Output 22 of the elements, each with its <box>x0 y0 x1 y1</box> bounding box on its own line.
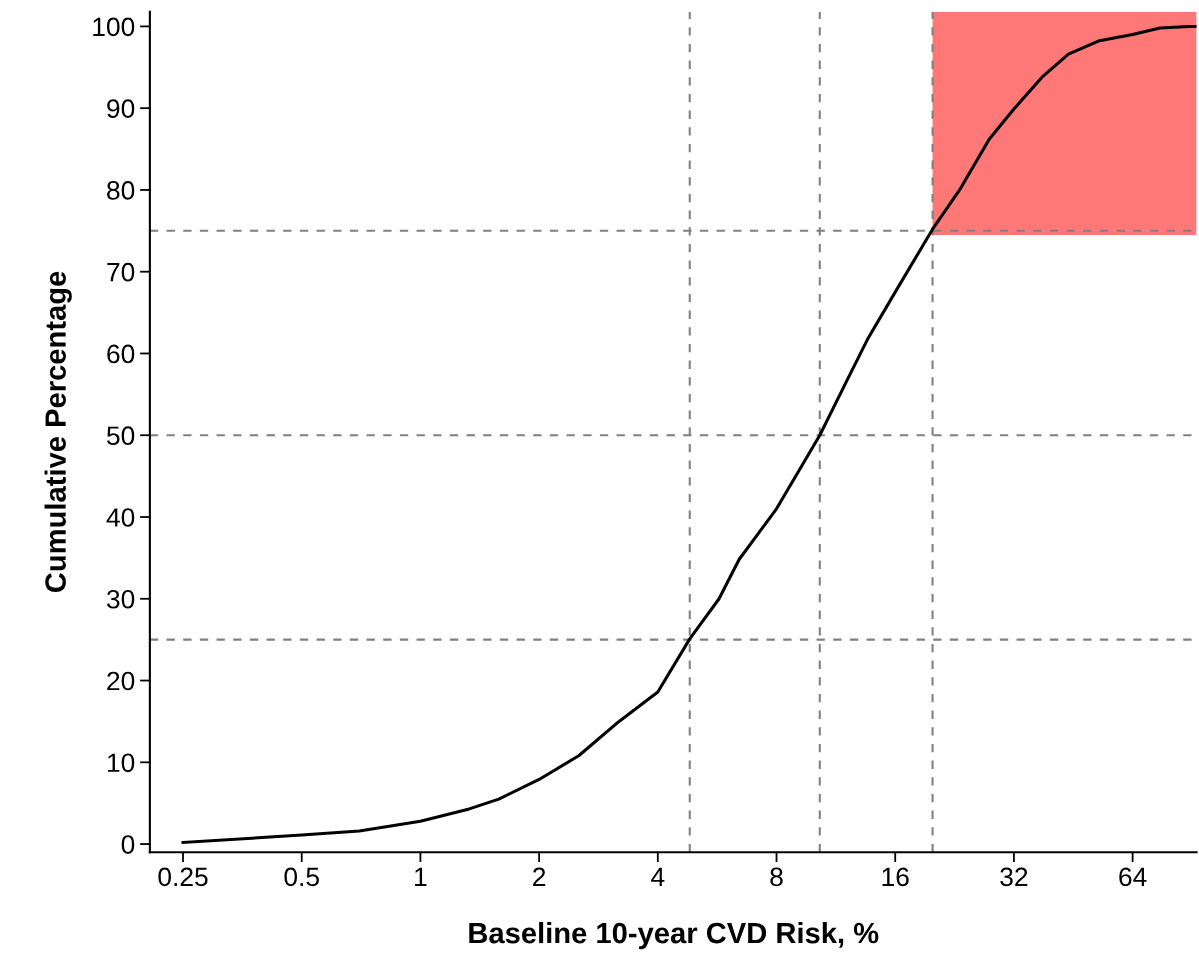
x-tick-label: 32 <box>1000 867 1028 887</box>
y-tick-label: 90 <box>107 99 135 118</box>
x-tick-label: 1 <box>415 867 427 886</box>
x-tick-label: 8 <box>770 867 783 887</box>
y-tick-label: 20 <box>107 671 135 691</box>
y-tick-label: 10 <box>107 753 135 773</box>
x-axis-title: Baseline 10-year CVD Risk, % <box>469 921 879 950</box>
y-tick-label: 70 <box>107 262 135 282</box>
x-tick-label: 2 <box>533 867 546 886</box>
y-tick-label: 60 <box>107 344 135 364</box>
y-tick-label: 80 <box>107 181 135 200</box>
y-tick-label: 0 <box>121 835 135 854</box>
x-tick-label: 0.25 <box>158 867 208 887</box>
y-tick-label: 100 <box>93 17 135 37</box>
x-tick-label: 0.5 <box>284 867 319 887</box>
y-tick-label: 50 <box>107 426 135 446</box>
y-tick-label: 40 <box>106 508 135 527</box>
y-tick-label: 30 <box>106 589 135 609</box>
x-tick-label: 4 <box>651 867 665 886</box>
y-axis-title: Cumulative Percentage <box>44 271 72 593</box>
x-tick-label: 16 <box>882 867 909 887</box>
x-tick-label: 64 <box>1119 867 1147 887</box>
